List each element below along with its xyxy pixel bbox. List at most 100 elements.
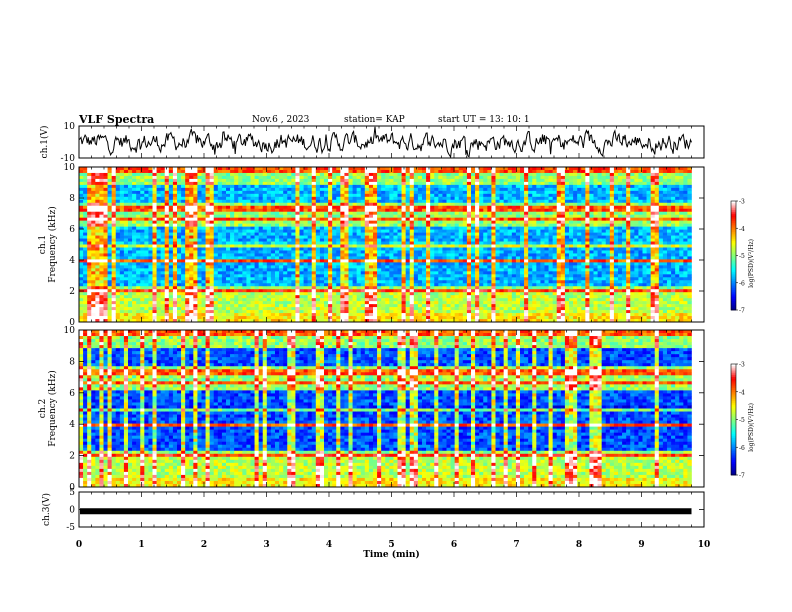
ch1-spectrogram-cell bbox=[364, 310, 370, 314]
ch1-spectrogram-cell bbox=[377, 217, 382, 221]
ch1-spectrogram-cell bbox=[185, 181, 190, 186]
ch1-spectrogram-cell bbox=[299, 256, 304, 260]
ch1-spectrogram-cell bbox=[373, 187, 378, 192]
ch1-spectrogram-cell bbox=[442, 262, 447, 266]
ch1-spectrogram-cell bbox=[262, 199, 268, 204]
ch1-spectrogram-cell bbox=[328, 271, 333, 275]
ch1-spectrogram-cell bbox=[230, 181, 235, 186]
ch1-spectrogram-cell bbox=[287, 190, 292, 195]
ch1-spectrogram-cell bbox=[164, 190, 170, 195]
ch1-spectrogram-cell bbox=[181, 181, 186, 186]
ch1-spectrogram-cell bbox=[291, 217, 296, 221]
ch1-spectrogram-cell bbox=[246, 217, 251, 221]
ch1-spectrogram-cell bbox=[307, 313, 313, 317]
ch1-spectrogram-cell bbox=[177, 253, 182, 257]
ch1-spectrogram-cell bbox=[193, 196, 198, 201]
ch1-spectrogram-cell bbox=[446, 205, 451, 210]
ch1-spectrogram-cell bbox=[156, 211, 161, 215]
ch1-spectrogram-cell bbox=[275, 298, 280, 302]
ch1-spectrogram-cell bbox=[226, 184, 231, 189]
ch1-spectrogram-cell bbox=[377, 223, 382, 227]
ch1-spectrogram-cell bbox=[205, 292, 210, 296]
ch1-spectrogram-cell bbox=[164, 295, 170, 299]
ch1-spectrogram-cell bbox=[360, 167, 366, 171]
ch1-spectrogram-cell bbox=[315, 241, 321, 245]
ch1-spectrogram-cell bbox=[115, 226, 121, 230]
ch1-spectrogram-cell bbox=[393, 238, 398, 242]
ch1-spectrogram-cell bbox=[405, 295, 411, 299]
ch1-spectrogram-cell bbox=[401, 190, 406, 195]
ch1-spectrogram-cell bbox=[262, 226, 268, 230]
ch1-spectrogram-cell bbox=[446, 232, 451, 236]
ch1-spectrogram-cell bbox=[136, 304, 141, 308]
ch1-spectrogram-cell bbox=[201, 265, 206, 269]
ch1-spectrogram-cell bbox=[148, 280, 153, 284]
ch1-spectrogram-cell bbox=[144, 167, 149, 171]
ch1-spectrogram-cell bbox=[422, 223, 427, 227]
ch1-spectrogram-cell bbox=[132, 184, 137, 189]
ch1-spectrogram-cell bbox=[152, 301, 157, 305]
ch1-spectrogram-cell bbox=[279, 283, 284, 287]
ch1-spectrogram-cell bbox=[115, 169, 121, 174]
ch1-spectrogram-cell bbox=[119, 265, 125, 269]
ch1-spectrogram-cell bbox=[132, 178, 137, 183]
ch1-spectrogram-cell bbox=[115, 232, 121, 236]
ch1-spectrogram-cell bbox=[409, 286, 415, 290]
ch1-spectrogram-cell bbox=[242, 211, 247, 215]
ch1-spectrogram-cell bbox=[185, 283, 190, 287]
ch1-spectrogram-cell bbox=[336, 205, 341, 210]
ch1-spectrogram-cell bbox=[279, 214, 284, 218]
ch1-spectrogram-cell bbox=[393, 253, 398, 257]
ch1-spectrogram-cell bbox=[356, 301, 362, 305]
ch1-spectrogram-cell bbox=[434, 241, 439, 245]
ch1-spectrogram-cell bbox=[95, 271, 100, 275]
ch1-spectrogram-cell bbox=[405, 253, 411, 257]
ch1-spectrogram-cell bbox=[238, 238, 243, 242]
ch1-spectrogram-cell bbox=[132, 187, 137, 192]
ch1-spectrogram-cell bbox=[99, 244, 104, 248]
ch1-spectrogram-cell bbox=[185, 244, 190, 248]
ch1-spectrogram-cell bbox=[181, 271, 186, 275]
ch1-spectrogram-cell bbox=[283, 301, 288, 305]
ch1-spectrogram-cell bbox=[209, 280, 215, 284]
ch1-spectrogram-cell bbox=[119, 172, 125, 177]
ch1-spectrogram-cell bbox=[364, 205, 370, 210]
ch1-spectrogram-cell bbox=[409, 217, 415, 221]
ch1-spectrogram-cell bbox=[381, 286, 386, 290]
ch1-spectrogram-cell bbox=[119, 214, 125, 218]
ch1-spectrogram-cell bbox=[287, 229, 292, 233]
ch1-spectrogram-cell bbox=[258, 232, 264, 236]
ch1-spectrogram-cell bbox=[373, 205, 378, 210]
ch1-spectrogram-cell bbox=[279, 256, 284, 260]
ch1-spectrogram-cell bbox=[91, 190, 96, 195]
ch1-spectrogram-cell bbox=[336, 274, 341, 278]
ch1-spectrogram-cell bbox=[450, 226, 455, 230]
ch1-spectrogram-cell bbox=[438, 241, 443, 245]
ch1-spectrogram-cell bbox=[360, 193, 366, 198]
ch1-spectrogram-cell bbox=[119, 187, 125, 192]
ch1-spectrogram-cell bbox=[426, 262, 431, 266]
ch1-spectrogram-cell bbox=[340, 307, 345, 311]
ch1-spectrogram-cell bbox=[303, 223, 308, 227]
ch1-spectrogram-cell bbox=[446, 187, 451, 192]
ch1-spectrogram-cell bbox=[389, 211, 394, 215]
ch1-spectrogram-cell bbox=[283, 202, 288, 207]
ch1-spectrogram-cell bbox=[405, 271, 411, 275]
ch1-spectrogram-cell bbox=[381, 271, 386, 275]
ch1-spectrogram-cell bbox=[99, 292, 104, 296]
ch1-spectrogram-cell bbox=[377, 187, 382, 192]
ch1-spectrogram-cell bbox=[152, 175, 157, 180]
ch1-spectrogram-cell bbox=[373, 238, 378, 242]
ch1-spectrogram-cell bbox=[344, 319, 349, 323]
ch1-spectrogram-cell bbox=[185, 265, 190, 269]
ch1-spectrogram-cell bbox=[303, 256, 308, 260]
ch1-spectrogram-cell bbox=[148, 190, 153, 195]
ch1-spectrogram-cell bbox=[340, 167, 345, 171]
ch1-spectrogram-cell bbox=[401, 214, 406, 218]
ch1-spectrogram-cell bbox=[201, 292, 206, 296]
ch1-spectrogram-cell bbox=[389, 298, 394, 302]
ch1-spectrogram-cell bbox=[193, 190, 198, 195]
ch1-spectrogram-cell bbox=[446, 271, 451, 275]
ch1-spectrogram-cell bbox=[434, 202, 439, 207]
ch1-spectrogram-cell bbox=[140, 196, 145, 201]
